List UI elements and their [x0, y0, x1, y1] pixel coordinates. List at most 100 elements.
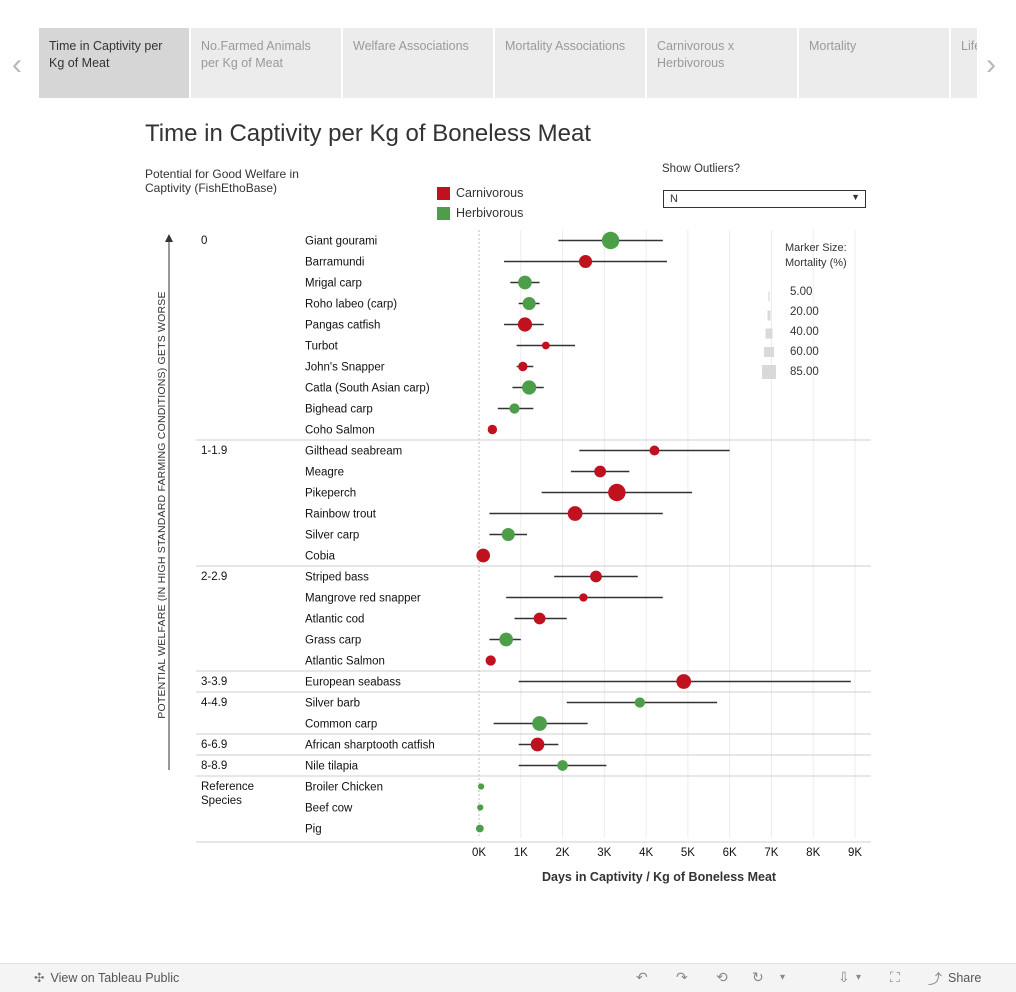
data-point [601, 231, 620, 250]
tableau-logo-icon: ✣ [34, 971, 45, 985]
refresh-icon[interactable]: ↻ [752, 969, 764, 985]
species-label: Giant gourami [305, 236, 377, 248]
share-icon[interactable]: ⤴ [928, 971, 942, 987]
x-tick-label: 6K [723, 847, 737, 859]
data-point [477, 804, 484, 811]
data-point [676, 674, 692, 689]
next-tab-icon[interactable]: › [986, 48, 996, 81]
data-point [476, 548, 491, 563]
x-tick-label: 3K [597, 847, 611, 859]
revert-icon[interactable]: ⟲ [716, 969, 728, 985]
data-point [499, 632, 513, 647]
species-label: Coho Salmon [305, 425, 375, 437]
group-column-header: Potential for Good Welfare in Captivity … [145, 167, 299, 195]
data-point [477, 783, 485, 790]
species-label: Pangas catfish [305, 320, 380, 332]
group-label: 6-6.9 [201, 739, 227, 751]
data-point [517, 317, 533, 332]
prev-tab-icon[interactable]: ‹ [12, 48, 22, 81]
species-label: Striped bass [305, 572, 369, 584]
species-label: Broiler Chicken [305, 782, 383, 794]
group-label: 8-8.9 [201, 760, 227, 772]
x-tick-label: 7K [764, 847, 778, 859]
x-axis-title: Days in Captivity / Kg of Boneless Meat [542, 870, 777, 884]
tab-welfare-associations[interactable]: Welfare Associations [343, 28, 493, 98]
tab-mortality-associations[interactable]: Mortality Associations [495, 28, 645, 98]
species-label: Bighead carp [305, 404, 373, 416]
x-tick-label: 2K [556, 847, 570, 859]
view-on-tableau-link[interactable]: ✣ View on Tableau Public [34, 970, 179, 985]
size-legend-swatch [764, 347, 774, 357]
footer-toolbar: ✣ View on Tableau Public ↶ ↷ ⟲ ↻ ▾ ⇩ ▾ ⛶ … [0, 963, 1016, 992]
data-point [501, 527, 515, 542]
group-label: 0 [201, 235, 207, 247]
fullscreen-icon[interactable]: ⛶ [890, 969, 900, 985]
size-legend-label: 40.00 [790, 326, 819, 338]
data-point [475, 824, 484, 833]
data-point [649, 445, 660, 456]
size-legend-label: 20.00 [790, 306, 819, 318]
species-label: Grass carp [305, 635, 361, 647]
share-button[interactable]: Share [948, 971, 982, 985]
species-label: Rainbow trout [305, 509, 377, 521]
data-point [487, 424, 498, 435]
tab-carnivorous-x-herbivorous[interactable]: Carnivorous x Herbivorous [647, 28, 797, 98]
dropdown-caret-icon: ▼ [851, 192, 860, 202]
x-tick-label: 1K [514, 847, 528, 859]
species-label: Roho labeo (carp) [305, 299, 397, 311]
x-tick-label: 4K [639, 847, 653, 859]
size-legend-title-line2: Mortality (%) [785, 257, 847, 269]
species-label: Turbot [305, 341, 339, 353]
data-point [485, 655, 496, 666]
species-label: John's Snapper [305, 362, 385, 374]
download-menu-chevron-icon[interactable]: ▾ [856, 972, 862, 983]
tab-life[interactable]: Life [951, 28, 977, 98]
size-legend-title-line1: Marker Size: [785, 242, 847, 254]
group-label: Reference Species [201, 781, 254, 807]
data-point [578, 254, 593, 269]
size-legend-swatch [762, 365, 776, 379]
species-label: Common carp [305, 719, 377, 731]
group-label: 3-3.9 [201, 676, 227, 688]
data-point [533, 612, 546, 625]
species-label: Silver barb [305, 698, 360, 710]
y-axis-arrowhead [165, 234, 173, 242]
species-label: Gilthead seabream [305, 446, 402, 458]
legend-item-herbivorous[interactable]: Herbivorous [437, 203, 523, 223]
outliers-dropdown[interactable]: N ▼ [663, 190, 866, 208]
outliers-value: N [670, 193, 678, 205]
legend-label: Herbivorous [456, 206, 524, 220]
size-legend-swatch [768, 291, 770, 302]
size-legend-swatch [767, 310, 771, 321]
data-point [522, 296, 536, 311]
species-label: African sharptooth catfish [305, 740, 435, 752]
data-point [541, 341, 550, 350]
color-legend: Carnivorous Herbivorous [437, 183, 523, 223]
data-point [530, 737, 545, 752]
species-label: Pikeperch [305, 488, 356, 500]
data-point [509, 403, 520, 414]
group-label: 4-4.9 [201, 697, 227, 709]
legend-swatch-herbivorous [437, 206, 450, 220]
redo-icon[interactable]: ↷ [676, 969, 688, 985]
legend-item-carnivorous[interactable]: Carnivorous [437, 183, 523, 203]
species-label: Meagre [305, 467, 344, 479]
tab-mortality[interactable]: Mortality [799, 28, 949, 98]
species-label: Mangrove red snapper [305, 593, 421, 605]
species-label: Barramundi [305, 257, 364, 269]
story-tabstrip: ‹ Time in Captivity per Kg of Meat No.Far… [0, 28, 1016, 98]
size-legend-title: Marker Size: Mortality (%) [785, 241, 847, 271]
species-label: European seabass [305, 677, 401, 689]
species-label: Beef cow [305, 803, 353, 815]
download-icon[interactable]: ⇩ [838, 969, 850, 985]
species-label: Catla (South Asian carp) [305, 383, 430, 395]
undo-icon[interactable]: ↶ [636, 969, 648, 985]
tab-no-farmed-animals-per-kg-of-meat[interactable]: No.Farmed Animals per Kg of Meat [191, 28, 341, 98]
refresh-menu-chevron-icon[interactable]: ▾ [780, 972, 786, 983]
size-legend-label: 5.00 [790, 286, 813, 298]
species-label: Nile tilapia [305, 761, 359, 773]
species-label: Pig [305, 824, 322, 836]
tab-time-in-captivity-per-kg-of-meat[interactable]: Time in Captivity per Kg of Meat [39, 28, 189, 98]
species-label: Cobia [305, 551, 336, 563]
data-point [518, 361, 528, 372]
